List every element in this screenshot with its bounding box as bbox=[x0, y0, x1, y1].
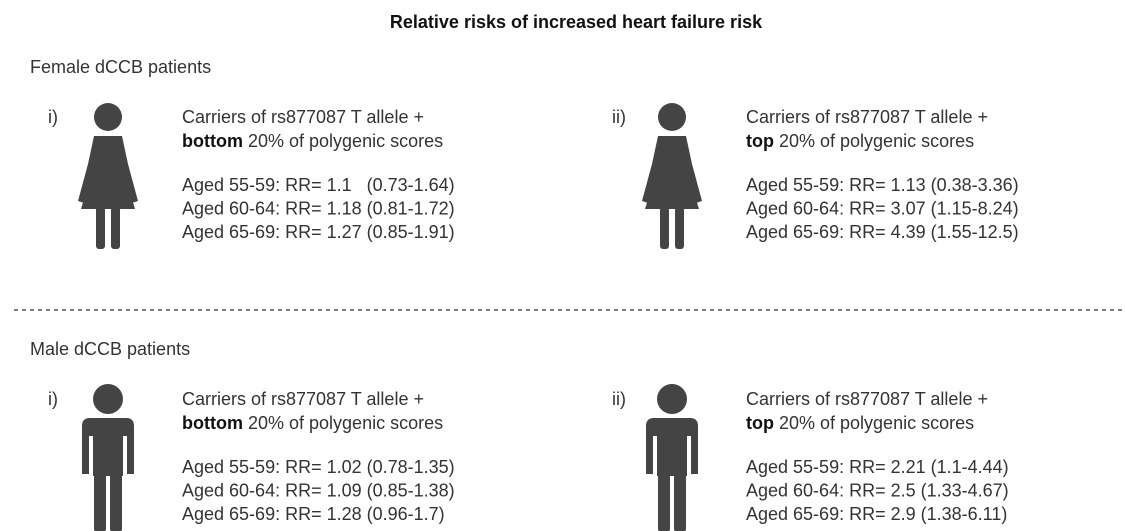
person-icon bbox=[642, 103, 702, 249]
panel-subheading: top 20% of polygenic scores bbox=[746, 131, 974, 151]
risk-row: Aged 55-59: RR= 1.1 (0.73-1.64) bbox=[182, 175, 455, 195]
leg bbox=[111, 207, 120, 249]
section-label: Male dCCB patients bbox=[30, 339, 190, 359]
panel-subheading: bottom 20% of polygenic scores bbox=[182, 413, 443, 433]
body bbox=[646, 418, 698, 476]
leg bbox=[96, 207, 105, 249]
panel-heading: Carriers of rs877087 T allele + bbox=[746, 389, 988, 409]
risk-row: Aged 60-64: RR= 3.07 (1.15-8.24) bbox=[746, 198, 1019, 218]
emphasis: top bbox=[746, 131, 774, 151]
person-icon bbox=[78, 103, 138, 249]
leg bbox=[658, 474, 670, 531]
dress bbox=[642, 136, 702, 209]
risk-row: Aged 55-59: RR= 1.13 (0.38-3.36) bbox=[746, 175, 1019, 195]
panel-heading: Carriers of rs877087 T allele + bbox=[182, 107, 424, 127]
subheading-rest: 20% of polygenic scores bbox=[248, 413, 443, 433]
risk-row: Aged 65-69: RR= 2.9 (1.38-6.11) bbox=[746, 504, 1007, 524]
body bbox=[82, 418, 134, 476]
risk-row: Aged 60-64: RR= 1.18 (0.81-1.72) bbox=[182, 198, 455, 218]
head bbox=[657, 384, 687, 414]
head bbox=[658, 103, 686, 131]
leg bbox=[675, 207, 684, 249]
subheading-rest: 20% of polygenic scores bbox=[779, 131, 974, 151]
head bbox=[93, 384, 123, 414]
panel-subheading: bottom 20% of polygenic scores bbox=[182, 131, 443, 151]
panel-heading: Carriers of rs877087 T allele + bbox=[182, 389, 424, 409]
section-label: Female dCCB patients bbox=[30, 57, 211, 77]
leg bbox=[94, 474, 106, 531]
subheading-rest: 20% of polygenic scores bbox=[248, 131, 443, 151]
subheading-rest: 20% of polygenic scores bbox=[779, 413, 974, 433]
dress bbox=[78, 136, 138, 209]
person-icon bbox=[646, 384, 698, 531]
title: Relative risks of increased heart failur… bbox=[390, 12, 763, 32]
risk-row: Aged 65-69: RR= 4.39 (1.55-12.5) bbox=[746, 222, 1019, 242]
risk-row: Aged 60-64: RR= 2.5 (1.33-4.67) bbox=[746, 480, 1009, 500]
leg bbox=[674, 474, 686, 531]
panel-index: ii) bbox=[612, 389, 626, 409]
risk-row: Aged 65-69: RR= 1.27 (0.85-1.91) bbox=[182, 222, 455, 242]
panel-index: i) bbox=[48, 389, 58, 409]
risk-row: Aged 60-64: RR= 1.09 (0.85-1.38) bbox=[182, 480, 455, 500]
panel-subheading: top 20% of polygenic scores bbox=[746, 413, 974, 433]
leg bbox=[110, 474, 122, 531]
leg bbox=[660, 207, 669, 249]
person-icon bbox=[82, 384, 134, 531]
risk-row: Aged 55-59: RR= 2.21 (1.1-4.44) bbox=[746, 457, 1009, 477]
emphasis: bottom bbox=[182, 413, 243, 433]
emphasis: bottom bbox=[182, 131, 243, 151]
panel-heading: Carriers of rs877087 T allele + bbox=[746, 107, 988, 127]
panel-index: i) bbox=[48, 107, 58, 127]
risk-row: Aged 65-69: RR= 1.28 (0.96-1.7) bbox=[182, 504, 445, 524]
emphasis: top bbox=[746, 413, 774, 433]
panel-index: ii) bbox=[612, 107, 626, 127]
risk-row: Aged 55-59: RR= 1.02 (0.78-1.35) bbox=[182, 457, 455, 477]
head bbox=[94, 103, 122, 131]
